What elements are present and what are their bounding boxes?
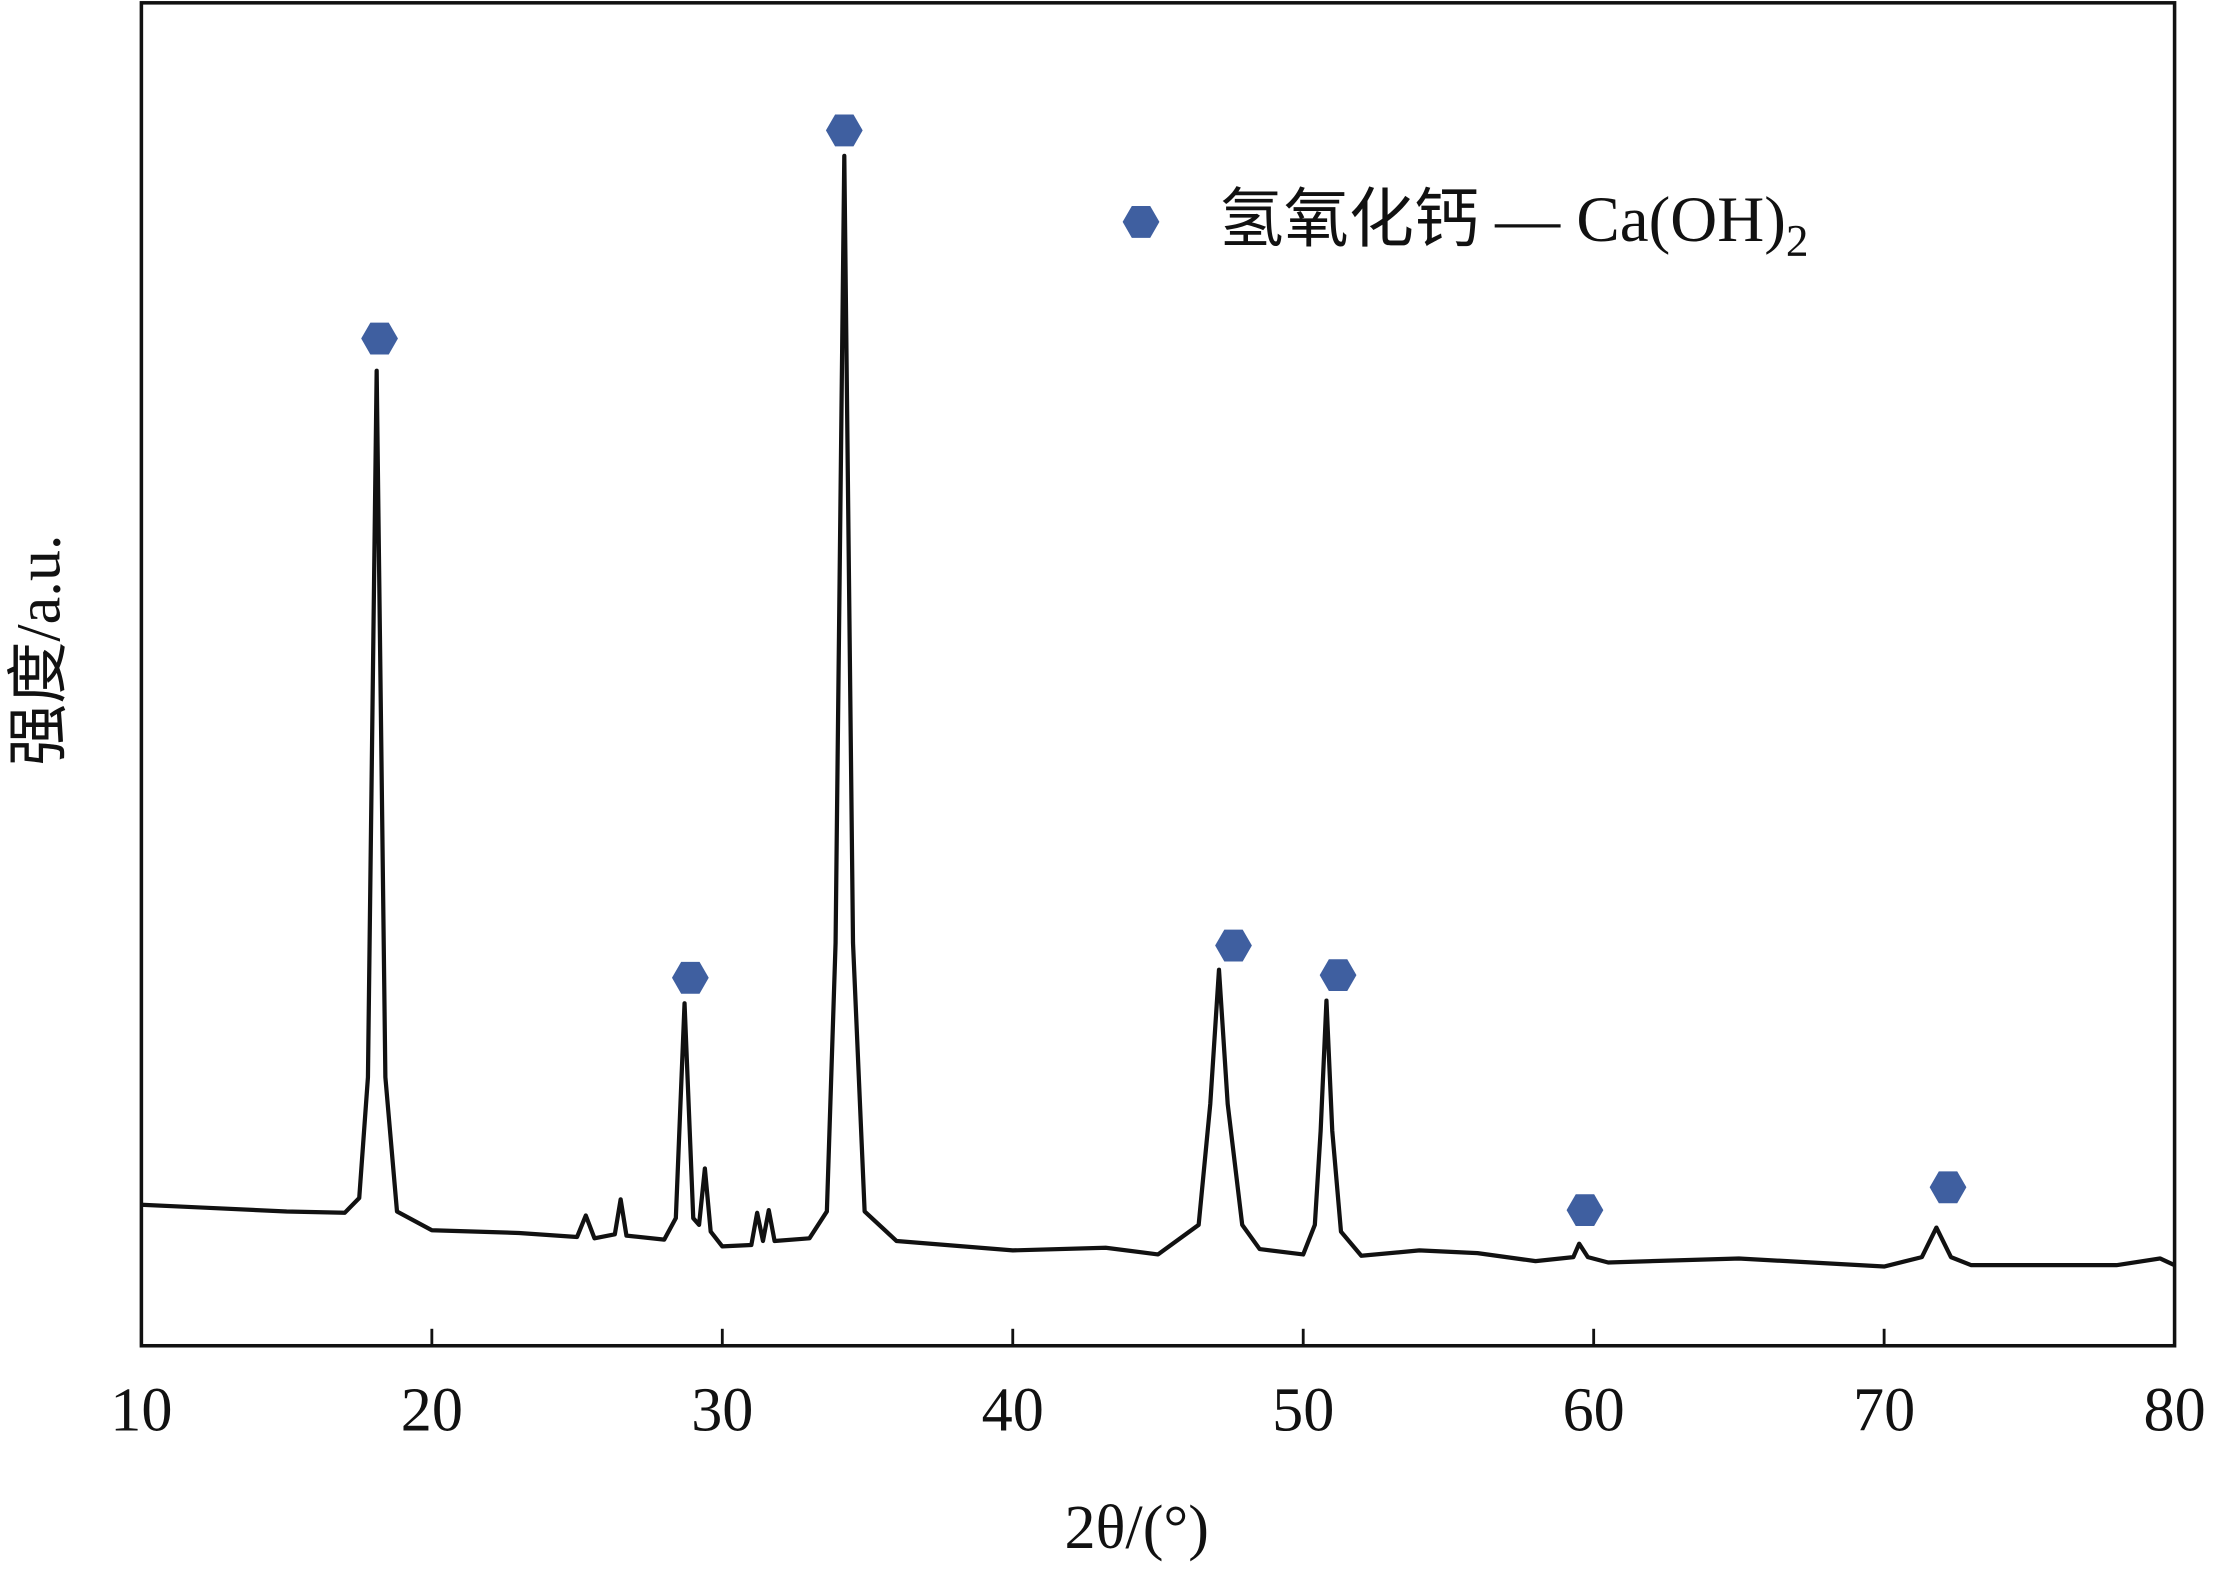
peak-marker [671,961,709,994]
peak-marker [1566,1194,1604,1227]
x-tick-label: 50 [1272,1377,1334,1445]
legend-label: 氢氧化钙 — Ca(OH)2 [1219,184,1809,266]
y-axis-label: 强度/a.u. [6,535,74,766]
peak-marker [825,114,863,147]
peak-marker [361,322,398,355]
xrd-line [141,153,2176,1269]
legend-marker [1122,206,1160,238]
x-tick-label: 20 [401,1377,463,1445]
peak-marker [1215,929,1252,962]
x-tick-label: 10 [110,1377,172,1445]
x-tick-label: 80 [2143,1377,2205,1445]
peak-marker [1929,1171,1967,1204]
peak-marker [1319,959,1357,992]
x-axis-label: 2θ/(°) [1065,1494,1209,1562]
x-tick-label: 70 [1853,1377,1915,1445]
plot-frame [139,1,2177,1348]
x-tick-label: 60 [1563,1377,1625,1445]
x-tick-label: 40 [982,1377,1044,1445]
x-tick-label: 30 [691,1377,753,1445]
